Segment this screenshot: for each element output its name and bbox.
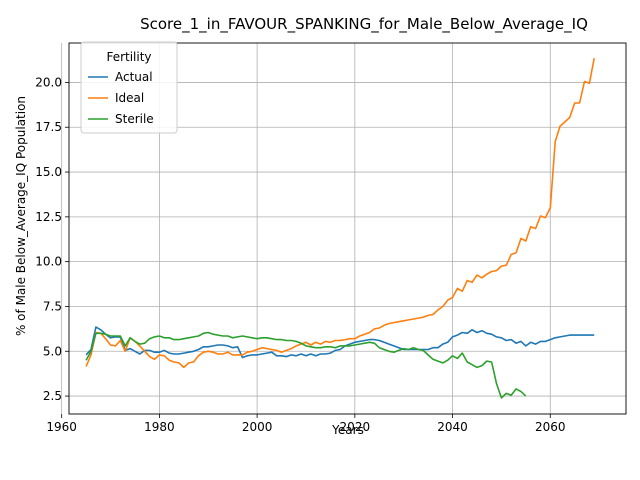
series-line-sterile bbox=[85, 331, 527, 399]
legend-label-ideal: Ideal bbox=[115, 91, 144, 105]
plot-area bbox=[68, 42, 627, 415]
x-tick-label: 2040 bbox=[437, 420, 468, 434]
y-tick-label: 2.5 bbox=[43, 389, 62, 403]
series-line-ideal bbox=[85, 58, 595, 369]
legend: Fertility Actual Ideal Sterile bbox=[80, 41, 178, 134]
legend-title: Fertility bbox=[106, 50, 151, 64]
series-lines bbox=[85, 58, 595, 399]
x-axis-ticks: 1960 1980 2000 2020 2040 2060 bbox=[46, 414, 566, 434]
y-tick-label: 20.0 bbox=[35, 75, 62, 89]
y-tick-label: 5.0 bbox=[43, 344, 62, 358]
legend-label-actual: Actual bbox=[115, 70, 153, 84]
x-tick-label: 2060 bbox=[535, 420, 566, 434]
x-axis-label: Years bbox=[331, 423, 364, 437]
legend-label-sterile: Sterile bbox=[115, 112, 154, 126]
y-tick-label: 7.5 bbox=[43, 299, 62, 313]
y-tick-label: 10.0 bbox=[35, 255, 62, 269]
chart-title: Score_1_in_FAVOUR_SPANKING_for_Male_Belo… bbox=[140, 15, 588, 34]
y-axis-ticks: 2.5 5.0 7.5 10.0 12.5 15.0 17.5 20.0 bbox=[35, 75, 69, 403]
y-tick-label: 12.5 bbox=[35, 210, 62, 224]
legend-box bbox=[80, 41, 178, 134]
y-tick-label: 17.5 bbox=[35, 120, 62, 134]
x-tick-label: 1980 bbox=[144, 420, 175, 434]
y-axis-label: % of Male Below_Average_IQ Population bbox=[14, 96, 28, 336]
y-tick-label: 15.0 bbox=[35, 165, 62, 179]
x-tick-label: 2020 bbox=[340, 420, 371, 434]
series-line-actual bbox=[85, 326, 595, 359]
x-tick-label: 2000 bbox=[242, 420, 273, 434]
x-tick-label: 1960 bbox=[46, 420, 77, 434]
